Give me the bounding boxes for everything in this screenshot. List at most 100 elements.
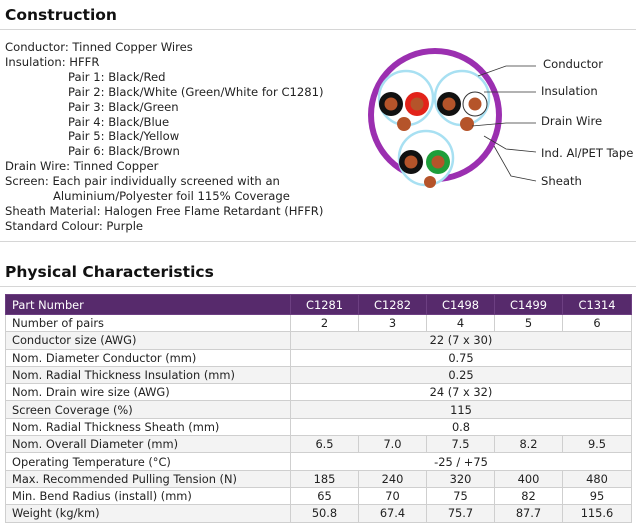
- spec-line: Standard Colour: Purple: [5, 218, 144, 233]
- spec-line: Pair 4: Black/Blue: [68, 114, 170, 129]
- row-label: Operating Temperature (°C): [5, 452, 291, 471]
- row-value: 3: [358, 313, 427, 333]
- table-row: Nom. Drain wire size (AWG) 24 (7 x 32): [5, 383, 632, 402]
- row-value: 5: [494, 313, 563, 333]
- pair2-white-conductor: [468, 97, 482, 111]
- row-value: 7.0: [358, 435, 427, 454]
- row-label: Nom. Drain wire size (AWG): [5, 383, 291, 402]
- row-value-all: -25 / +75: [290, 452, 632, 471]
- row-label: Nom. Radial Thickness Insulation (mm): [5, 365, 291, 385]
- row-value: 4: [426, 313, 495, 333]
- callout-lines: [471, 65, 537, 182]
- row-value: 95: [562, 486, 632, 506]
- row-value-all: 115: [290, 400, 632, 419]
- row-value-all: 22 (7 x 30): [290, 331, 632, 350]
- callout-tape: Ind. Al/PET Tape: [541, 146, 634, 160]
- pair1-drain-wire: [397, 117, 411, 131]
- spec-line: Pair 3: Black/Green: [68, 99, 179, 114]
- pair3-black-conductor: [404, 155, 418, 169]
- tape-leader: [483, 135, 537, 153]
- row-value: 65: [290, 486, 359, 506]
- row-value-all: 0.75: [290, 348, 632, 367]
- row-value: 185: [290, 469, 359, 488]
- callout-insulation: Insulation: [541, 84, 598, 98]
- row-value: 400: [494, 469, 563, 488]
- row-value: 50.8: [290, 504, 359, 523]
- row-value: 8.2: [494, 435, 563, 454]
- row-value: 2: [290, 313, 359, 333]
- cable-cross-section-diagram: [368, 48, 537, 188]
- pair1-black-conductor: [384, 97, 398, 111]
- table-row: Max. Recommended Pulling Tension (N) 185 2…: [5, 469, 632, 488]
- row-label: Nom. Radial Thickness Sheath (mm): [5, 417, 291, 437]
- row-value: 70: [358, 486, 427, 506]
- spec-line: Sheath Material: Halogen Free Flame Reta…: [5, 203, 324, 218]
- table-row: Number of pairs 2 3 4 5 6: [5, 313, 632, 333]
- callout-conductor: Conductor: [543, 57, 604, 71]
- spec-line: Conductor: Tinned Copper Wires: [5, 40, 193, 54]
- table-row: Nom. Diameter Conductor (mm) 0.75: [5, 348, 632, 367]
- pair3-green-conductor: [431, 155, 445, 169]
- table-row: Min. Bend Radius (install) (mm) 65 70 75 82 9…: [5, 486, 632, 506]
- row-value: 7.5: [426, 435, 495, 454]
- header-part-c1499: C1499: [494, 294, 563, 315]
- spec-line: Drain Wire: Tinned Copper: [5, 159, 159, 174]
- header-part-c1314: C1314: [562, 294, 632, 315]
- physical-characteristics-table: Part Number C1281 C1282 C1498 C1499 C1314 Num…: [5, 294, 632, 523]
- row-value: 480: [562, 469, 632, 488]
- table-row: Operating Temperature (°C) -25 / +75: [5, 452, 632, 471]
- row-value: 67.4: [358, 504, 427, 523]
- spec-line: Aluminium/Polyester foil 115% Coverage: [53, 189, 290, 204]
- row-label: Max. Recommended Pulling Tension (N): [5, 469, 291, 488]
- row-label: Screen Coverage (%): [5, 400, 291, 419]
- conductor-leader: [477, 65, 536, 77]
- table-row: Screen Coverage (%) 115: [5, 400, 632, 419]
- header-part-c1498: C1498: [426, 294, 495, 315]
- row-value-all: 0.8: [290, 417, 632, 437]
- section-divider: [0, 241, 636, 242]
- pair1-red-conductor: [410, 97, 424, 111]
- row-value: 75: [426, 486, 495, 506]
- construction-divider: [0, 29, 636, 30]
- spec-line: Pair 6: Black/Brown: [68, 144, 180, 159]
- row-value: 6: [562, 313, 632, 333]
- row-label: Nom. Overall Diameter (mm): [5, 435, 291, 454]
- row-value: 320: [426, 469, 495, 488]
- table-header-row: Part Number C1281 C1282 C1498 C1499 C1314: [5, 294, 632, 315]
- row-value: 9.5: [562, 435, 632, 454]
- row-label: Min. Bend Radius (install) (mm): [5, 486, 291, 506]
- pair3-drain-wire: [424, 176, 436, 188]
- spec-line: Pair 5: Black/Yellow: [68, 129, 180, 144]
- callout-sheath: Sheath: [541, 174, 582, 188]
- row-value: 6.5: [290, 435, 359, 454]
- row-value-all: 24 (7 x 32): [290, 383, 632, 402]
- row-value: 75.7: [426, 504, 495, 523]
- row-value: 87.7: [494, 504, 563, 523]
- header-part-c1282: C1282: [358, 294, 427, 315]
- spec-line: Pair 1: Black/Red: [68, 69, 166, 84]
- row-value: 82: [494, 486, 563, 506]
- drain-wire-leader: [471, 122, 536, 127]
- row-label: Nom. Diameter Conductor (mm): [5, 348, 291, 367]
- table-row: Nom. Radial Thickness Insulation (mm) 0.2…: [5, 365, 632, 385]
- row-value-all: 0.25: [290, 365, 632, 385]
- pair2-black-conductor: [442, 97, 456, 111]
- table-row: Weight (kg/km) 50.8 67.4 75.7 87.7 115.6: [5, 504, 632, 523]
- pair2-drain-wire: [460, 117, 474, 131]
- physical-title: Physical Characteristics: [5, 263, 214, 281]
- table-row: Nom. Overall Diameter (mm) 6.5 7.0 7.5 8.2 9.…: [5, 435, 632, 454]
- header-part-number: Part Number: [5, 294, 291, 315]
- physical-divider: [0, 286, 636, 287]
- callout-drain-wire: Drain Wire: [541, 114, 603, 128]
- row-value: 115.6: [562, 504, 632, 523]
- spec-line: Screen: Each pair individually screened …: [5, 174, 280, 189]
- row-label: Number of pairs: [5, 313, 291, 333]
- header-part-c1281: C1281: [290, 294, 359, 315]
- row-value: 240: [358, 469, 427, 488]
- row-label: Weight (kg/km): [5, 504, 291, 523]
- construction-spec-list: Conductor: Tinned Copper Wires Insulation…: [5, 40, 324, 234]
- spec-line: Insulation: HFFR: [5, 54, 100, 69]
- construction-title: Construction: [5, 6, 117, 24]
- spec-line: Pair 2: Black/White (Green/White for C12…: [68, 84, 324, 99]
- row-label: Conductor size (AWG): [5, 331, 291, 350]
